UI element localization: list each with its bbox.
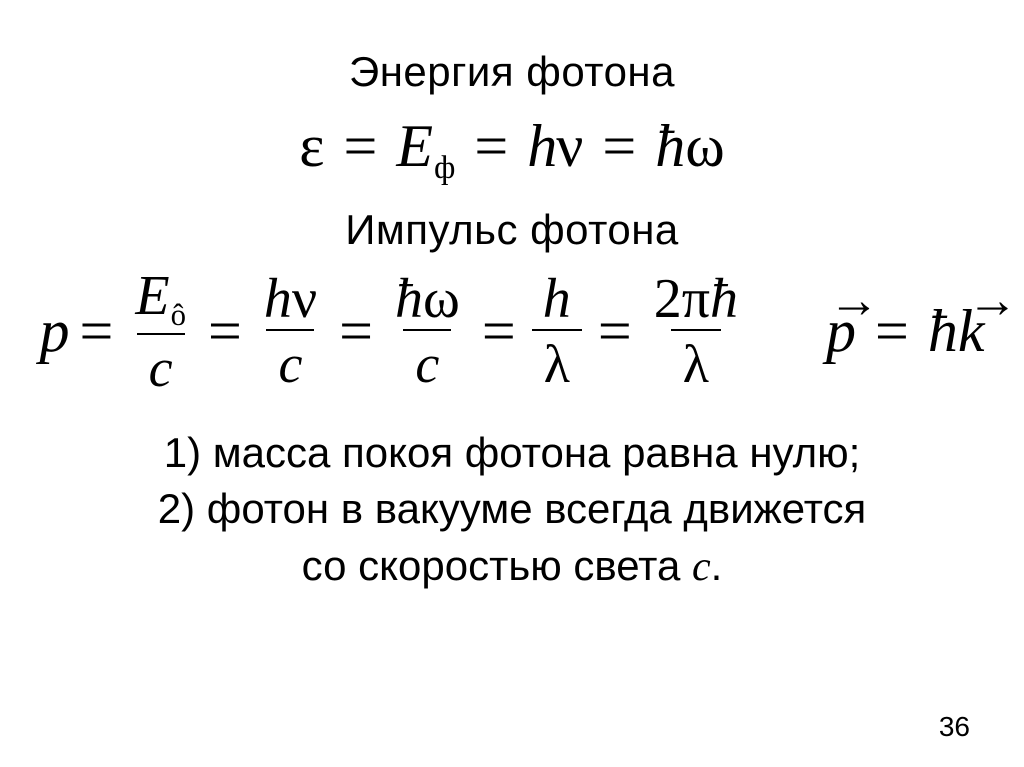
vector-k: → k: [958, 295, 985, 367]
fraction-2pihbar-lambda: 2πħ λ: [648, 271, 744, 391]
symbol-c: c: [266, 329, 314, 391]
body-line-3-prefix: со скоростью света: [302, 542, 692, 589]
body-line-2: 2) фотон в вакууме всегда движется: [158, 485, 866, 532]
symbol-c: c: [403, 329, 451, 391]
symbol-c-inline: c: [692, 544, 711, 590]
symbol-hbar: ħ: [655, 113, 685, 179]
fraction-Ec: Eô c: [129, 268, 192, 395]
arrow-icon: →: [967, 271, 1018, 332]
arrow-icon: →: [829, 271, 880, 332]
slide: Энергия фотона ε = Eф = hν = ħω Импульс …: [0, 0, 1024, 767]
symbol-E: E: [396, 113, 433, 179]
body-text: 1) масса покоя фотона равна нулю; 2) фот…: [40, 425, 984, 596]
subscript-o: ô: [170, 298, 186, 332]
symbol-E: E: [135, 265, 169, 327]
subscript-phi: ф: [433, 150, 455, 186]
equals-sign: =: [875, 298, 909, 364]
symbol-pi: π: [682, 268, 710, 330]
formula-energy: ε = Eф = hν = ħω: [0, 110, 1024, 188]
symbol-two: 2: [654, 268, 682, 330]
equals-sign: =: [602, 113, 636, 179]
formula-momentum: p = Eô c = hν c = ħω c = h λ =: [0, 268, 1024, 395]
page-number: 36: [939, 711, 970, 743]
equals-sign: =: [482, 295, 516, 367]
body-line-1: 1) масса покоя фотона равна нулю;: [164, 429, 861, 476]
symbol-nu: ν: [556, 113, 583, 179]
fraction-hnu-c: hν c: [258, 271, 323, 391]
symbol-lambda: λ: [671, 329, 721, 391]
body-line-3-suffix: .: [711, 542, 723, 589]
vector-p: → p: [826, 295, 856, 367]
symbol-h: h: [264, 268, 292, 330]
equals-sign: =: [208, 295, 242, 367]
symbol-p: p: [40, 295, 70, 367]
symbol-omega: ω: [423, 268, 460, 330]
symbol-nu: ν: [292, 268, 317, 330]
equals-sign: =: [474, 113, 508, 179]
equals-sign: =: [598, 295, 632, 367]
symbol-epsilon: ε: [299, 113, 324, 179]
symbol-lambda: λ: [532, 329, 582, 391]
symbol-omega: ω: [685, 113, 725, 179]
heading-momentum: Импульс фотона: [0, 206, 1024, 254]
fraction-h-lambda: h λ: [532, 271, 582, 391]
equals-sign: =: [343, 113, 377, 179]
symbol-hbar: ħ: [395, 268, 423, 330]
symbol-hbar: ħ: [928, 298, 958, 364]
symbol-c: c: [137, 333, 185, 395]
symbol-h: h: [527, 113, 556, 179]
fraction-hbaromega-c: ħω c: [389, 271, 466, 391]
equals-sign: =: [80, 295, 114, 367]
symbol-hbar: ħ: [710, 268, 738, 330]
symbol-h: h: [537, 271, 577, 329]
equals-sign: =: [339, 295, 373, 367]
heading-energy: Энергия фотона: [0, 48, 1024, 96]
formula-momentum-vector: → p = ħ → k: [826, 295, 984, 367]
